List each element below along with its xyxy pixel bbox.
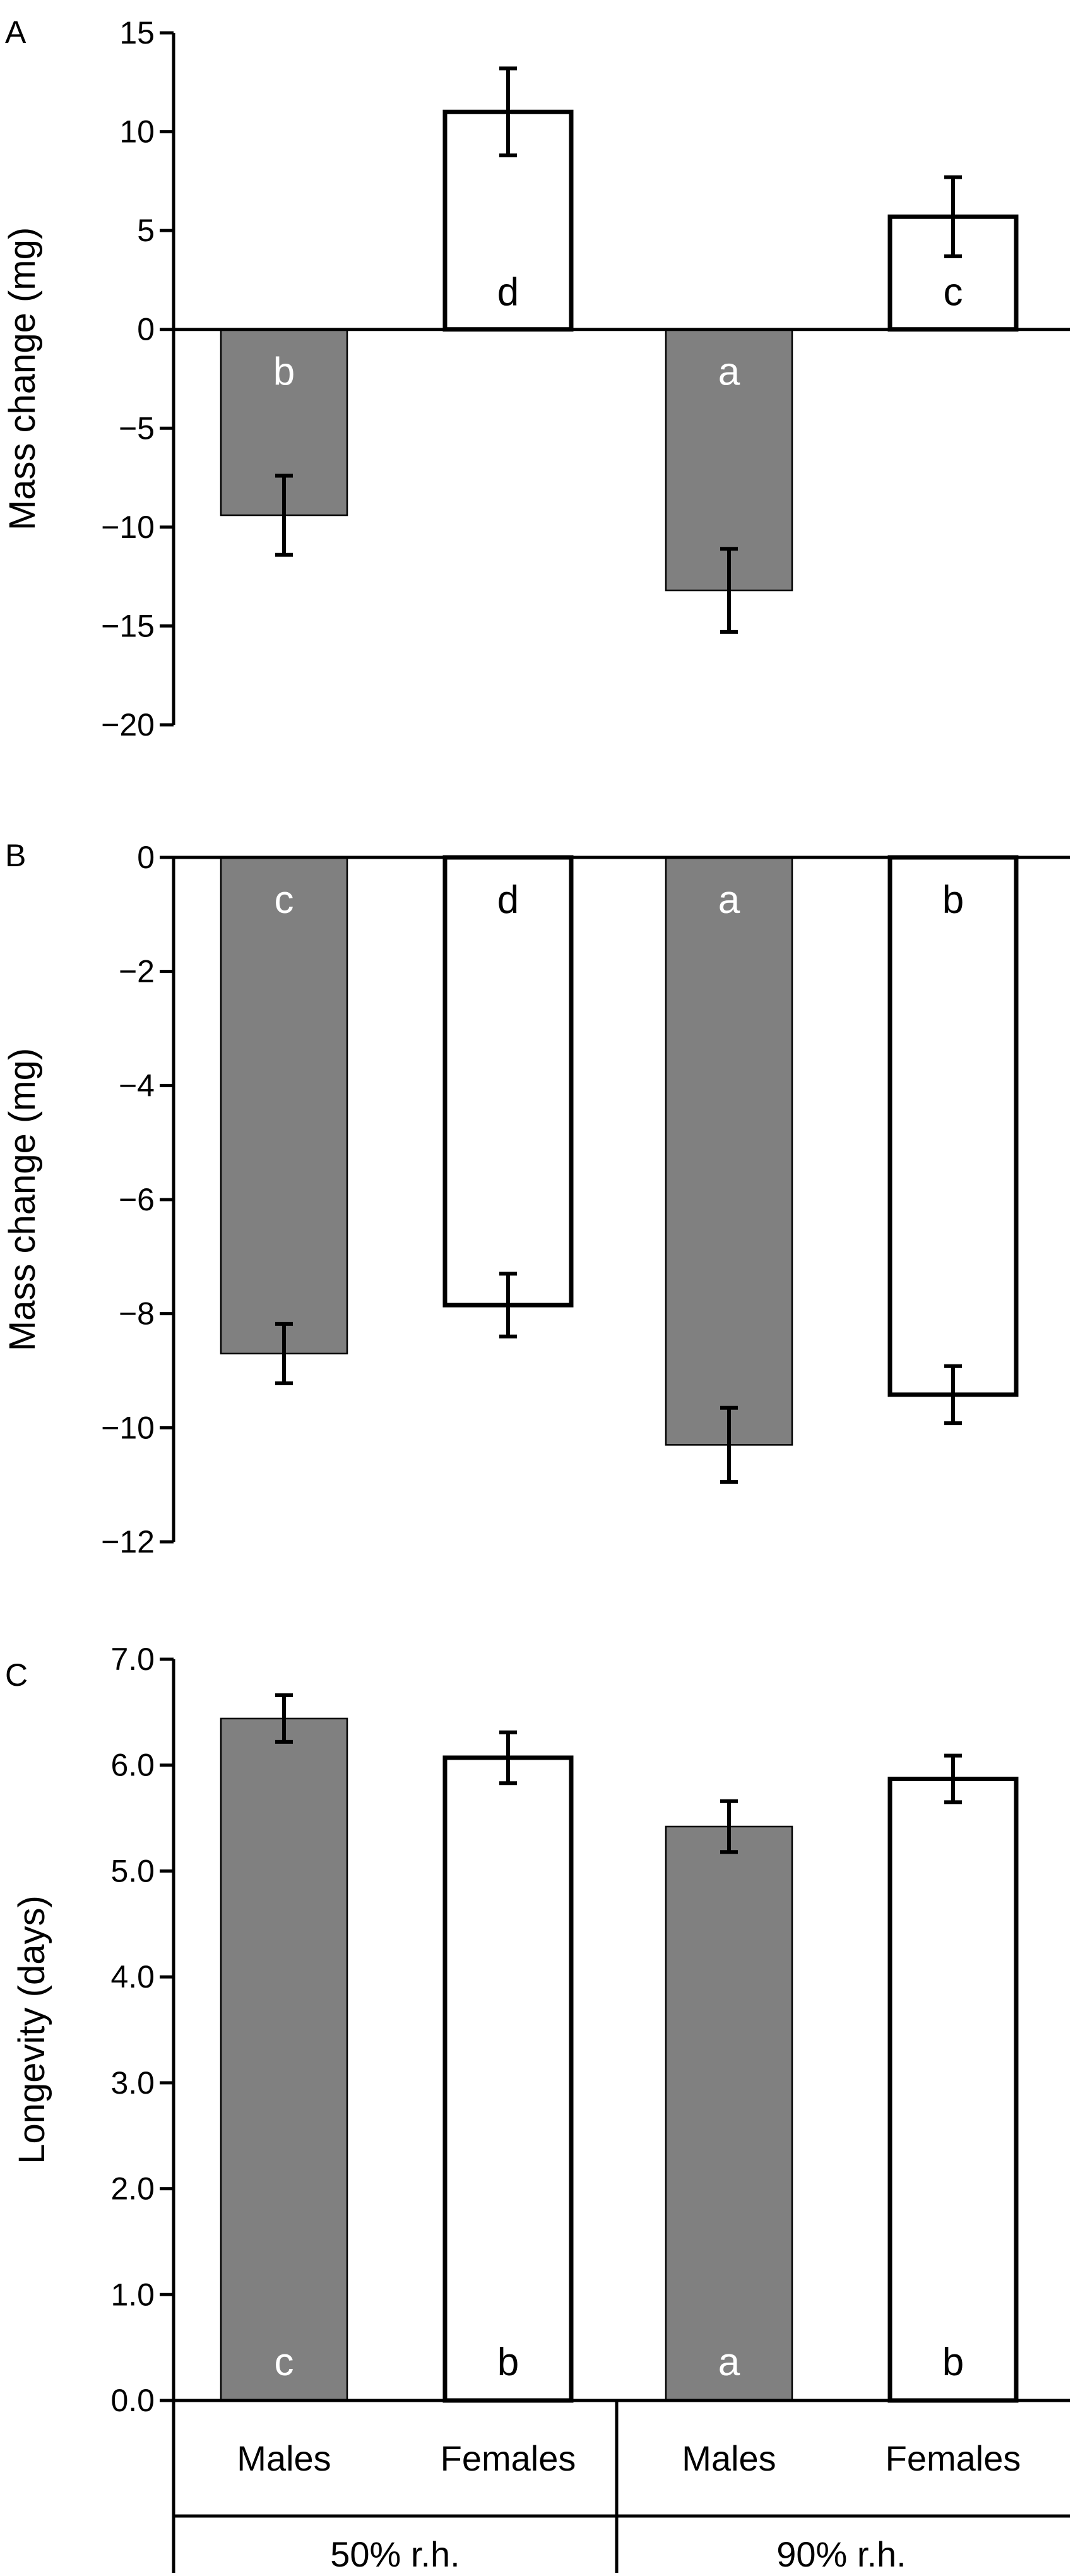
y-axis-title: Longevity (days)	[11, 1895, 52, 2164]
group-label: 90% r.h.	[776, 2534, 906, 2573]
group-label: 50% r.h.	[330, 2534, 459, 2573]
y-tick-label: −10	[101, 1410, 155, 1445]
y-tick-label: 4.0	[110, 1959, 155, 1995]
panel-letter: A	[5, 15, 27, 50]
panel-letter: B	[5, 838, 26, 873]
y-tick-label: 3.0	[110, 2065, 155, 2101]
significance-letter: a	[718, 878, 740, 922]
bar-males	[220, 1717, 348, 2402]
y-tick-label: −8	[119, 1296, 155, 1332]
category-label: Females	[441, 2438, 576, 2478]
y-tick-label: −2	[119, 954, 155, 989]
y-tick-label: 0	[137, 840, 155, 875]
y-tick-label: 7.0	[110, 1642, 155, 1677]
y-tick-label: −4	[119, 1068, 155, 1103]
y-tick-label: −15	[101, 608, 155, 643]
y-tick-label: 6.0	[110, 1748, 155, 1783]
bar-females	[442, 855, 574, 1308]
y-tick-label: −5	[119, 410, 155, 446]
bar-males	[220, 856, 348, 1355]
y-axis-title: Mass change (mg)	[2, 1048, 43, 1351]
y-tick-label: −6	[119, 1182, 155, 1217]
bar-females	[887, 855, 1019, 1397]
y-tick-label: 0.0	[110, 2383, 155, 2418]
category-label: Males	[237, 2438, 331, 2478]
y-tick-label: 1.0	[110, 2277, 155, 2312]
significance-letter: c	[275, 2340, 294, 2384]
y-tick-label: −20	[101, 707, 155, 742]
significance-letter: d	[497, 271, 519, 314]
y-tick-label: 0	[137, 312, 155, 347]
y-tick-label: 15	[119, 15, 155, 51]
significance-letter: d	[497, 878, 519, 922]
significance-letter: b	[942, 878, 964, 922]
bar-females	[442, 1755, 574, 2403]
significance-letter: c	[944, 271, 963, 314]
y-tick-label: 5	[137, 213, 155, 248]
bar-males	[665, 856, 793, 1446]
category-label: Females	[886, 2438, 1021, 2478]
y-tick-label: −12	[101, 1524, 155, 1559]
panel-letter: C	[5, 1657, 28, 1693]
significance-letter: b	[497, 2340, 519, 2384]
significance-letter: a	[718, 2340, 740, 2384]
bar-males	[665, 1825, 793, 2402]
y-axis-title: Mass change (mg)	[2, 227, 43, 530]
category-label: Males	[682, 2438, 776, 2478]
significance-letter: b	[273, 350, 295, 394]
significance-letter: c	[275, 878, 294, 922]
significance-letter: b	[942, 2340, 964, 2384]
significance-letter: a	[718, 350, 740, 394]
y-tick-label: 5.0	[110, 1853, 155, 1888]
y-tick-label: 10	[119, 114, 155, 150]
bar-females	[887, 1777, 1019, 2403]
y-tick-label: −10	[101, 510, 155, 545]
y-tick-label: 2.0	[110, 2171, 155, 2207]
bar-males	[665, 328, 793, 592]
